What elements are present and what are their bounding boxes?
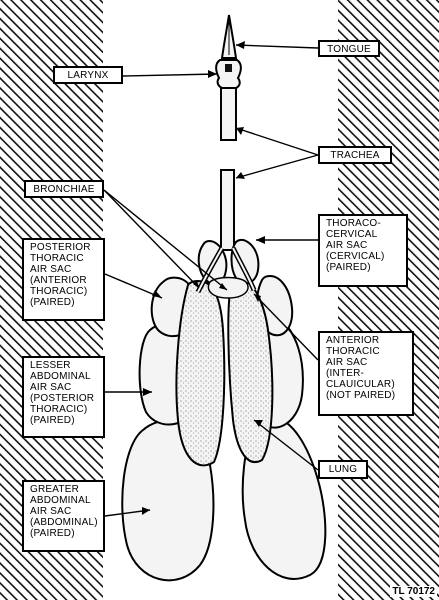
leader-lung	[253, 419, 319, 471]
arrowhead-larynx	[208, 70, 217, 78]
trachea-lower	[220, 169, 235, 251]
label-posterior-thoracic-air-sac: POSTERIOR THORACIC AIR SAC (ANTERIOR THO…	[22, 238, 105, 321]
label-thoraco-cervical-air-sac: THORACO- CERVICAL AIR SAC (CERVICAL) (PA…	[318, 214, 408, 287]
arrowhead-lung	[254, 420, 263, 427]
leader-bronchiae-right	[103, 189, 228, 291]
arrowhead-lesser-abdominal	[143, 388, 152, 396]
bronchus-left-inner	[197, 247, 223, 293]
arrowhead-anterior-thoracic	[254, 294, 261, 302]
label-bronchiae: BRONCHIAE	[24, 180, 104, 198]
label-lung: LUNG	[318, 460, 368, 479]
arrowhead-thoraco-cervical	[256, 236, 265, 244]
leader-bronchiae-left	[103, 189, 200, 289]
arrowhead-bronchiae-right	[219, 283, 227, 290]
leader-anterior-thoracic	[253, 293, 319, 361]
trachea-upper	[220, 87, 237, 141]
leader-tongue	[235, 44, 319, 49]
label-greater-abdominal-air-sac: GREATER ABDOMINAL AIR SAC (ABDOMINAL) (P…	[22, 480, 105, 552]
leader-trachea-lower	[235, 154, 319, 179]
leader-trachea-upper	[235, 127, 319, 156]
leader-larynx	[122, 73, 218, 77]
leader-lines	[103, 44, 319, 517]
arrowhead-bronchiae-left	[193, 280, 199, 288]
lung-left	[175, 280, 226, 467]
arrowhead-trachea-lower	[236, 172, 245, 179]
larynx-glottis	[225, 64, 232, 72]
arrowhead-greater-abdominal	[142, 507, 150, 515]
leader-posterior-thoracic	[104, 273, 163, 299]
leader-arrowheads	[142, 41, 265, 515]
arrowhead-posterior-thoracic	[152, 290, 162, 298]
label-tongue: TONGUE	[318, 40, 380, 57]
label-trachea: TRACHEA	[318, 146, 392, 164]
label-lesser-abdominal-air-sac: LESSER ABDOMINAL AIR SAC (POSTERIOR THOR…	[22, 356, 105, 438]
label-larynx: LARYNX	[53, 66, 123, 84]
arrowhead-trachea-upper	[236, 127, 244, 135]
right-hatch-band	[338, 0, 439, 600]
arrowhead-tongue	[236, 41, 245, 49]
figure-id: TL 70172	[390, 586, 437, 597]
thoraco-cervical-air-sac-right	[230, 238, 260, 285]
label-anterior-thoracic-air-sac: ANTERIOR THORACIC AIR SAC (INTER- CLAUIC…	[318, 331, 414, 416]
bronchus-right-inner	[232, 247, 255, 291]
